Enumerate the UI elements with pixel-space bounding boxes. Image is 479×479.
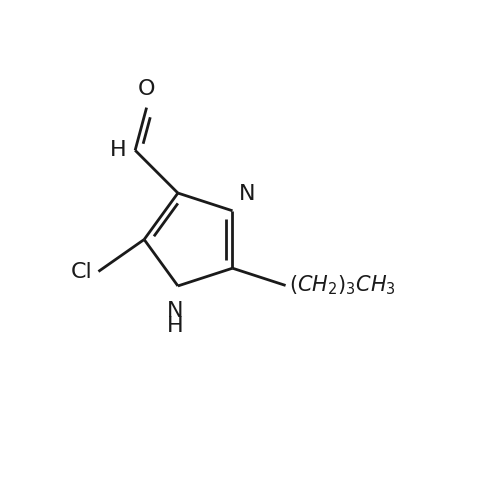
Text: H: H — [110, 140, 127, 160]
Text: $(CH_2)_3CH_3$: $(CH_2)_3CH_3$ — [289, 274, 396, 297]
Text: Cl: Cl — [71, 262, 93, 282]
Text: N: N — [239, 184, 255, 204]
Text: N: N — [167, 301, 184, 321]
Text: H: H — [167, 316, 184, 336]
Text: O: O — [138, 79, 155, 99]
